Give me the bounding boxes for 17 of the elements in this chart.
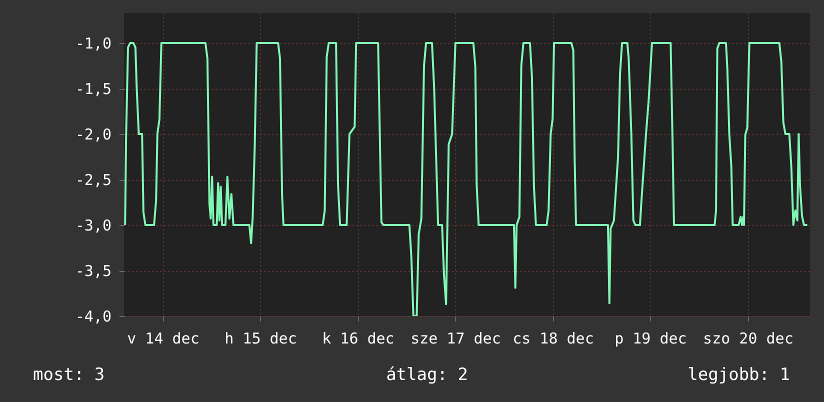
y-tick-label: -2,5 xyxy=(75,171,112,190)
x-tick-label: v 14 dec xyxy=(127,330,200,348)
x-tick-label: k 16 dec xyxy=(322,330,394,348)
text: legjobb: 1 xyxy=(688,365,790,385)
y-tick-label: -3,0 xyxy=(75,216,112,235)
text: most: 3 xyxy=(33,365,105,385)
y-tick-label: -3,5 xyxy=(75,262,112,280)
x-tick-label: sze 17 dec xyxy=(410,330,501,348)
y-tick-label: -2,0 xyxy=(75,126,112,144)
text: átlag: 2 xyxy=(386,365,468,385)
y-tick-label: -1,5 xyxy=(75,80,112,98)
y-tick-label: -1,0 xyxy=(75,34,112,53)
x-tick-label: szo 20 dec xyxy=(703,330,794,348)
x-tick-label: cs 18 dec xyxy=(512,330,594,348)
y-tick-label: -4,0 xyxy=(75,308,112,326)
x-tick-label: p 19 dec xyxy=(614,330,687,348)
x-tick-label: h 15 dec xyxy=(224,330,297,348)
